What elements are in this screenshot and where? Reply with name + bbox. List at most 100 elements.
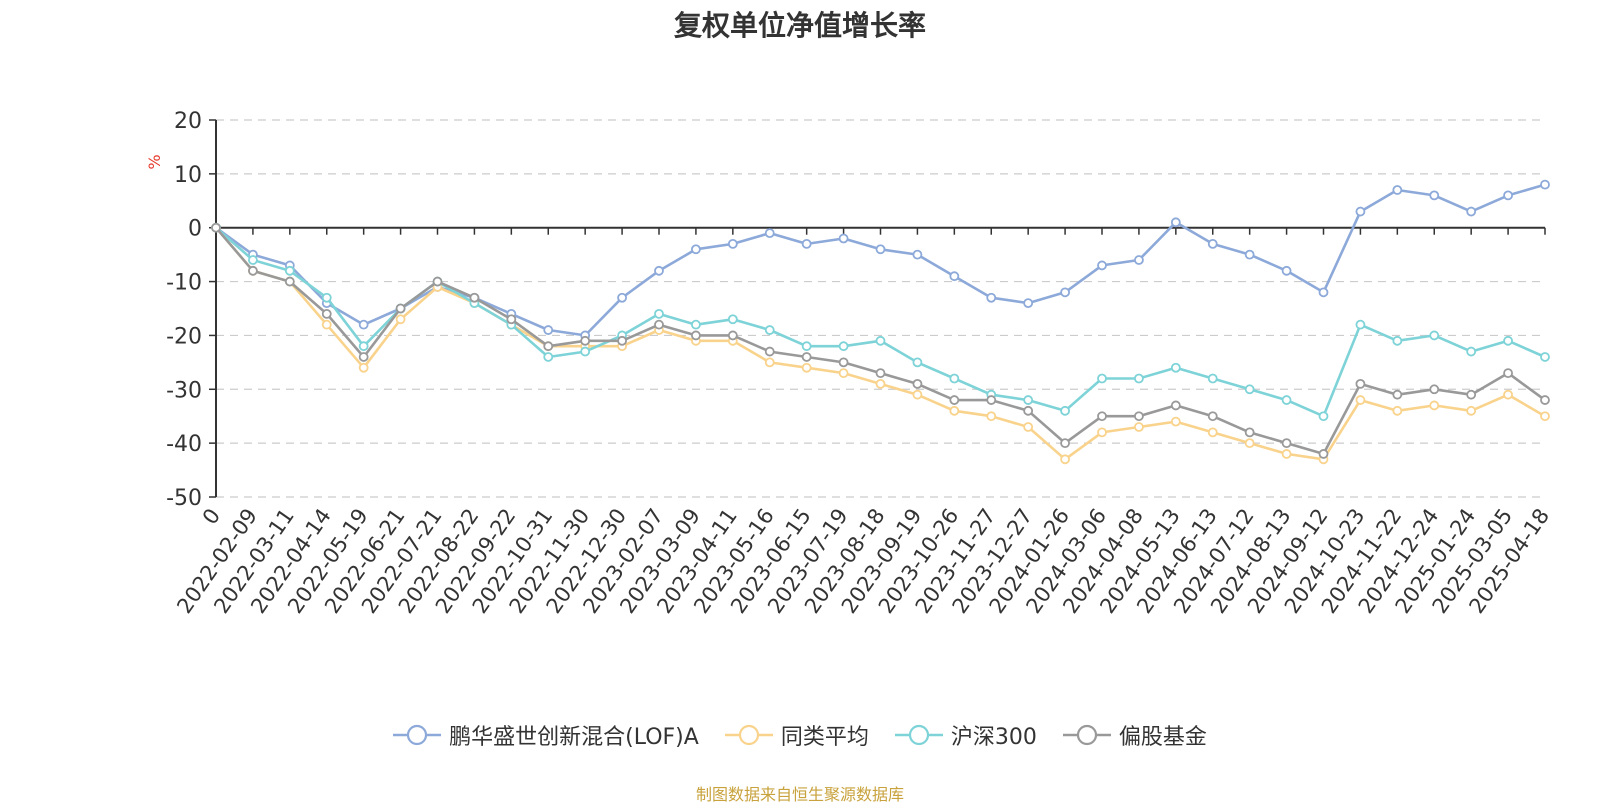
data-point [617,335,627,346]
data-point [1134,255,1144,265]
data-point [801,341,812,352]
data-point [1244,427,1255,438]
data-point [727,314,738,325]
data-point [1060,405,1070,416]
data-point [764,228,775,239]
data-point [358,341,369,352]
data-point [986,411,997,422]
data-point [1429,400,1440,411]
data-point [358,319,369,330]
data-point [248,255,258,265]
data-point [321,319,332,330]
data-point [1023,405,1034,416]
data-point [949,271,960,282]
legend-marker-icon [724,724,773,746]
y-tick-label: 20 [174,109,202,134]
data-point [358,352,369,362]
x-tick-label: 0 [198,504,225,529]
legend-item[interactable]: 鹏华盛世创新混合(LOF)A [393,719,699,751]
data-point [1170,362,1181,373]
data-point [1170,400,1181,411]
legend: 鹏华盛世创新混合(LOF)A 同类平均 沪深300 偏股基金 [0,719,1600,751]
data-point [1392,405,1403,416]
data-point [1207,427,1218,438]
data-point [1503,389,1513,400]
data-point [1392,389,1403,400]
data-point [1023,298,1034,309]
legend-item[interactable]: 同类平均 [724,719,869,751]
data-point [321,308,332,319]
data-point [838,368,849,379]
data-point [764,357,775,368]
data-point [1170,416,1181,427]
data-point [211,222,221,233]
data-point [875,378,886,389]
data-point [691,330,701,341]
data-point [912,378,923,389]
data-point [1540,352,1550,362]
data-point [801,238,812,249]
series-group [211,179,1550,341]
data-point [1097,373,1107,384]
data-point [1134,373,1144,384]
data-point [986,395,997,405]
data-point [1134,411,1144,422]
data-point [1318,449,1329,459]
data-point [395,303,406,314]
data-point [1060,454,1070,465]
data-point [432,276,443,287]
data-point [284,265,295,276]
data-point [1060,287,1070,298]
data-point [654,308,664,319]
legend-label: 偏股基金 [1118,725,1207,750]
data-point [1097,427,1107,438]
legend-item[interactable]: 偏股基金 [1062,719,1207,751]
data-point [1466,405,1477,416]
data-point [654,265,664,276]
data-point [1355,206,1366,217]
data-point [1244,438,1255,449]
data-point [1466,206,1477,217]
chart-title: 复权单位净值增长率 [673,9,926,42]
data-point [875,335,886,346]
legend-label: 沪深300 [950,725,1037,750]
data-point [1540,395,1550,405]
legend-marker-icon [894,724,943,746]
data-point [727,330,738,341]
data-point [1281,265,1292,276]
y-tick-label: 10 [174,163,202,188]
data-point [875,368,886,379]
y-tick-label: 0 [188,217,202,242]
data-point [1207,373,1218,384]
legend-marker-icon [393,724,442,746]
data-point [1429,330,1440,341]
data-point [543,341,554,352]
legend-item[interactable]: 沪深300 [894,719,1037,751]
data-point [1392,185,1403,195]
y-tick-label: -40 [166,432,202,457]
data-point [1207,411,1218,422]
data-point [1355,319,1366,330]
data-point [543,352,554,362]
data-point [1503,368,1513,379]
y-tick-label: -50 [166,486,202,511]
y-tick-label: -30 [166,378,202,403]
data-point [1097,411,1107,422]
data-point [543,325,554,335]
data-point [654,319,664,330]
data-point [321,292,332,303]
data-point [469,292,480,303]
data-point [1466,389,1477,400]
data-point [1060,438,1070,449]
data-point [284,276,295,287]
data-point [1170,217,1181,228]
data-point [949,373,960,384]
data-point [1355,395,1366,405]
data-point [838,357,849,368]
data-point [1023,395,1034,405]
data-point [1392,335,1403,346]
y-tick-label: -20 [166,324,202,349]
data-point [912,357,923,368]
legend-label: 同类平均 [780,725,869,750]
data-point [617,292,627,303]
